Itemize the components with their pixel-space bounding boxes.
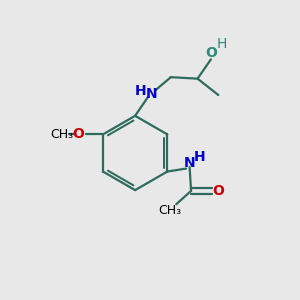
Text: N: N — [184, 156, 195, 170]
Text: CH₃: CH₃ — [50, 128, 73, 141]
Text: H: H — [216, 38, 226, 52]
Text: O: O — [206, 46, 218, 60]
Text: CH₃: CH₃ — [158, 204, 181, 217]
Text: O: O — [72, 128, 84, 141]
Text: H: H — [134, 84, 146, 98]
Text: O: O — [212, 184, 224, 198]
Text: N: N — [146, 86, 157, 100]
Text: H: H — [193, 150, 205, 164]
